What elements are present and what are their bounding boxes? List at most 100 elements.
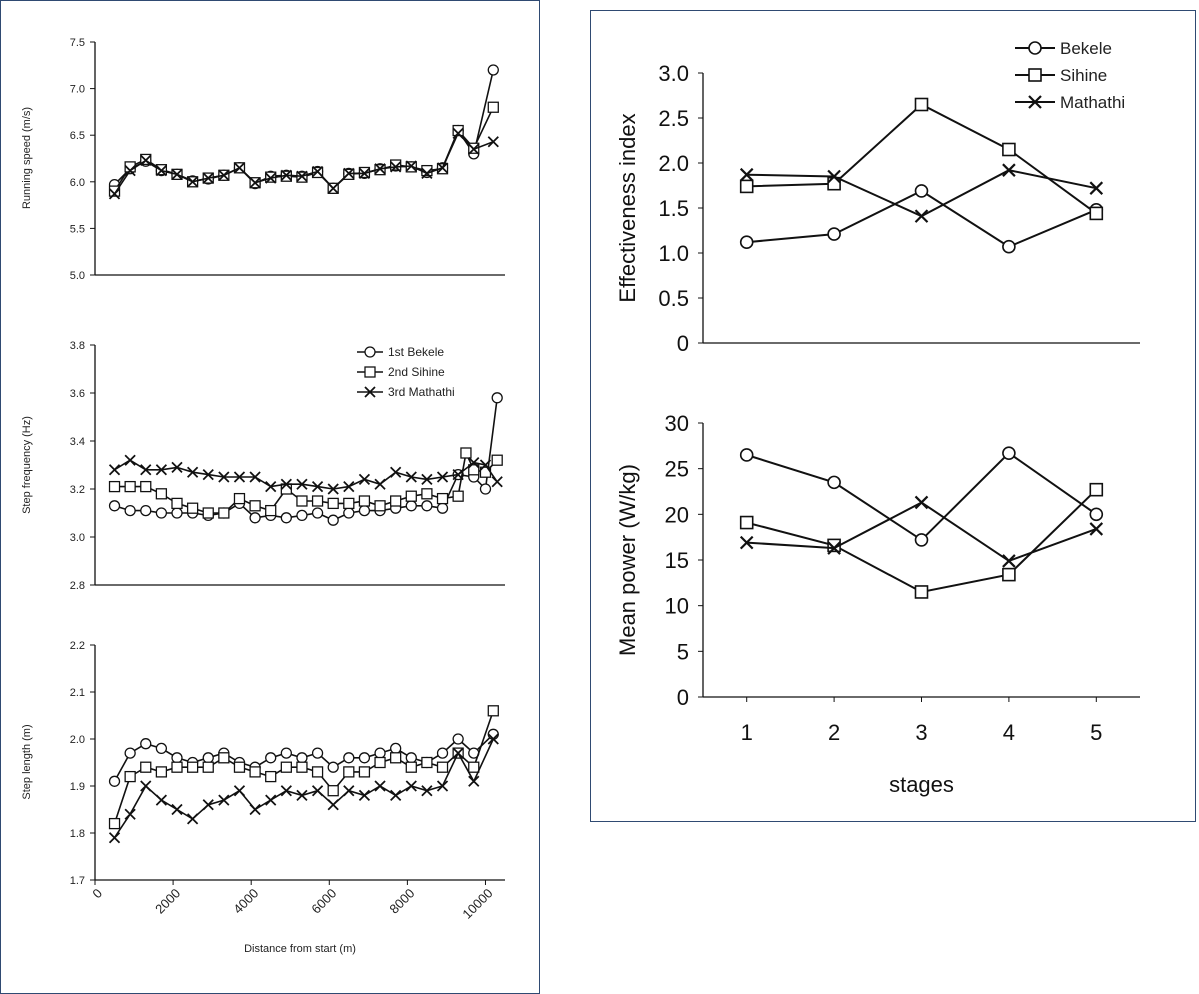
y-axis-label: Mean power (W/kg): [615, 464, 640, 656]
data-point: [405, 761, 417, 773]
data-point: [739, 535, 754, 550]
data-point: [296, 789, 308, 802]
data-point: [296, 170, 308, 182]
series-x: [108, 454, 503, 495]
data-point: [358, 473, 371, 486]
data-point: [390, 495, 402, 507]
y-tick-label: 3.4: [70, 436, 85, 448]
data-point: [436, 747, 449, 759]
series-circle: [739, 184, 1104, 254]
data-point: [739, 167, 754, 182]
series-x: [739, 495, 1104, 568]
data-point: [155, 488, 168, 500]
data-point: [914, 533, 929, 547]
data-point: [249, 512, 261, 524]
data-point: [374, 500, 386, 512]
y-tick-label: 5.5: [70, 223, 85, 235]
data-point: [249, 177, 261, 189]
data-point: [914, 97, 929, 112]
data-point: [827, 541, 841, 555]
data-point: [233, 761, 246, 773]
data-point: [421, 473, 433, 486]
y-tick-label: 0: [677, 685, 689, 710]
legend-label: 2nd Sihine: [388, 365, 445, 379]
data-point: [436, 162, 449, 174]
data-point: [108, 775, 121, 787]
data-point: [1089, 507, 1104, 522]
chart-speed: 5.0 5.5 6.0 6.5 7.0 7.5 Running speed (m/s): [21, 37, 505, 282]
data-point: [436, 502, 449, 514]
data-point: [914, 209, 929, 223]
data-point: [358, 495, 371, 507]
data-point: [914, 495, 929, 510]
y-tick-label: 20: [665, 502, 689, 527]
legend: Bekele Sihine Mathathi: [1015, 39, 1125, 112]
data-point: [343, 167, 355, 180]
data-point: [468, 775, 480, 787]
y-tick-label: 2.1: [70, 687, 85, 699]
data-point: [358, 167, 371, 180]
data-point: [479, 459, 492, 471]
right-figure-panel: [590, 10, 1196, 822]
data-point: [358, 752, 371, 764]
data-point: [739, 515, 754, 530]
data-point: [265, 752, 277, 764]
chart-frequency: 2.8 3.0 3.2 3.4 3.6 3.8 Step frequency (Hz) 1st…: [21, 340, 505, 592]
data-point: [827, 227, 841, 241]
data-point: [171, 803, 183, 816]
y-tick-label: 5: [677, 639, 689, 664]
x-tick-label: 2000: [152, 886, 183, 917]
data-point: [280, 512, 292, 524]
data-point: [914, 585, 929, 599]
legend-label: 1st Bekele: [388, 345, 444, 359]
data-point: [155, 507, 168, 519]
data-point: [280, 785, 292, 797]
data-point: [327, 785, 339, 797]
data-point: [218, 169, 230, 181]
data-point: [452, 733, 464, 745]
data-point: [327, 497, 339, 510]
legend-label: 3rd Mathathi: [388, 385, 455, 399]
data-point: [265, 794, 277, 806]
data-point: [1002, 567, 1016, 582]
x-tick-label: 3: [915, 720, 927, 745]
data-point: [311, 495, 324, 507]
data-point: [452, 468, 464, 481]
legend-marker: [1028, 95, 1042, 109]
data-point: [405, 160, 417, 172]
data-point: [186, 761, 199, 773]
x-tick-label: 1: [741, 720, 753, 745]
x-axis-label: stages: [889, 772, 954, 797]
data-point: [1002, 446, 1016, 460]
data-point: [311, 766, 324, 778]
data-point: [1002, 163, 1016, 177]
y-tick-label: 1.8: [70, 828, 85, 840]
data-point: [202, 799, 214, 811]
series-x: [108, 733, 499, 844]
data-point: [296, 761, 308, 773]
data-point: [296, 478, 308, 490]
data-point: [405, 752, 417, 764]
x-axis-label: Distance from start (m): [244, 943, 356, 955]
y-tick-label: 7.0: [70, 84, 85, 96]
data-point: [1089, 482, 1104, 497]
y-axis-label: Effectiveness index: [615, 113, 640, 302]
data-point: [390, 159, 402, 171]
data-point: [186, 176, 199, 188]
y-tick-label: 2.0: [70, 734, 85, 746]
data-point: [327, 514, 339, 526]
x-tick-label: 2: [828, 720, 840, 745]
data-point: [171, 497, 183, 510]
data-point: [739, 179, 754, 194]
data-point: [405, 500, 417, 512]
data-point: [140, 761, 152, 773]
data-point: [468, 456, 480, 469]
data-point: [491, 476, 503, 488]
data-point: [233, 785, 246, 797]
data-point: [390, 789, 402, 802]
series-line: [113, 131, 494, 195]
data-point: [265, 480, 277, 493]
data-point: [171, 461, 183, 474]
data-point: [124, 480, 136, 493]
